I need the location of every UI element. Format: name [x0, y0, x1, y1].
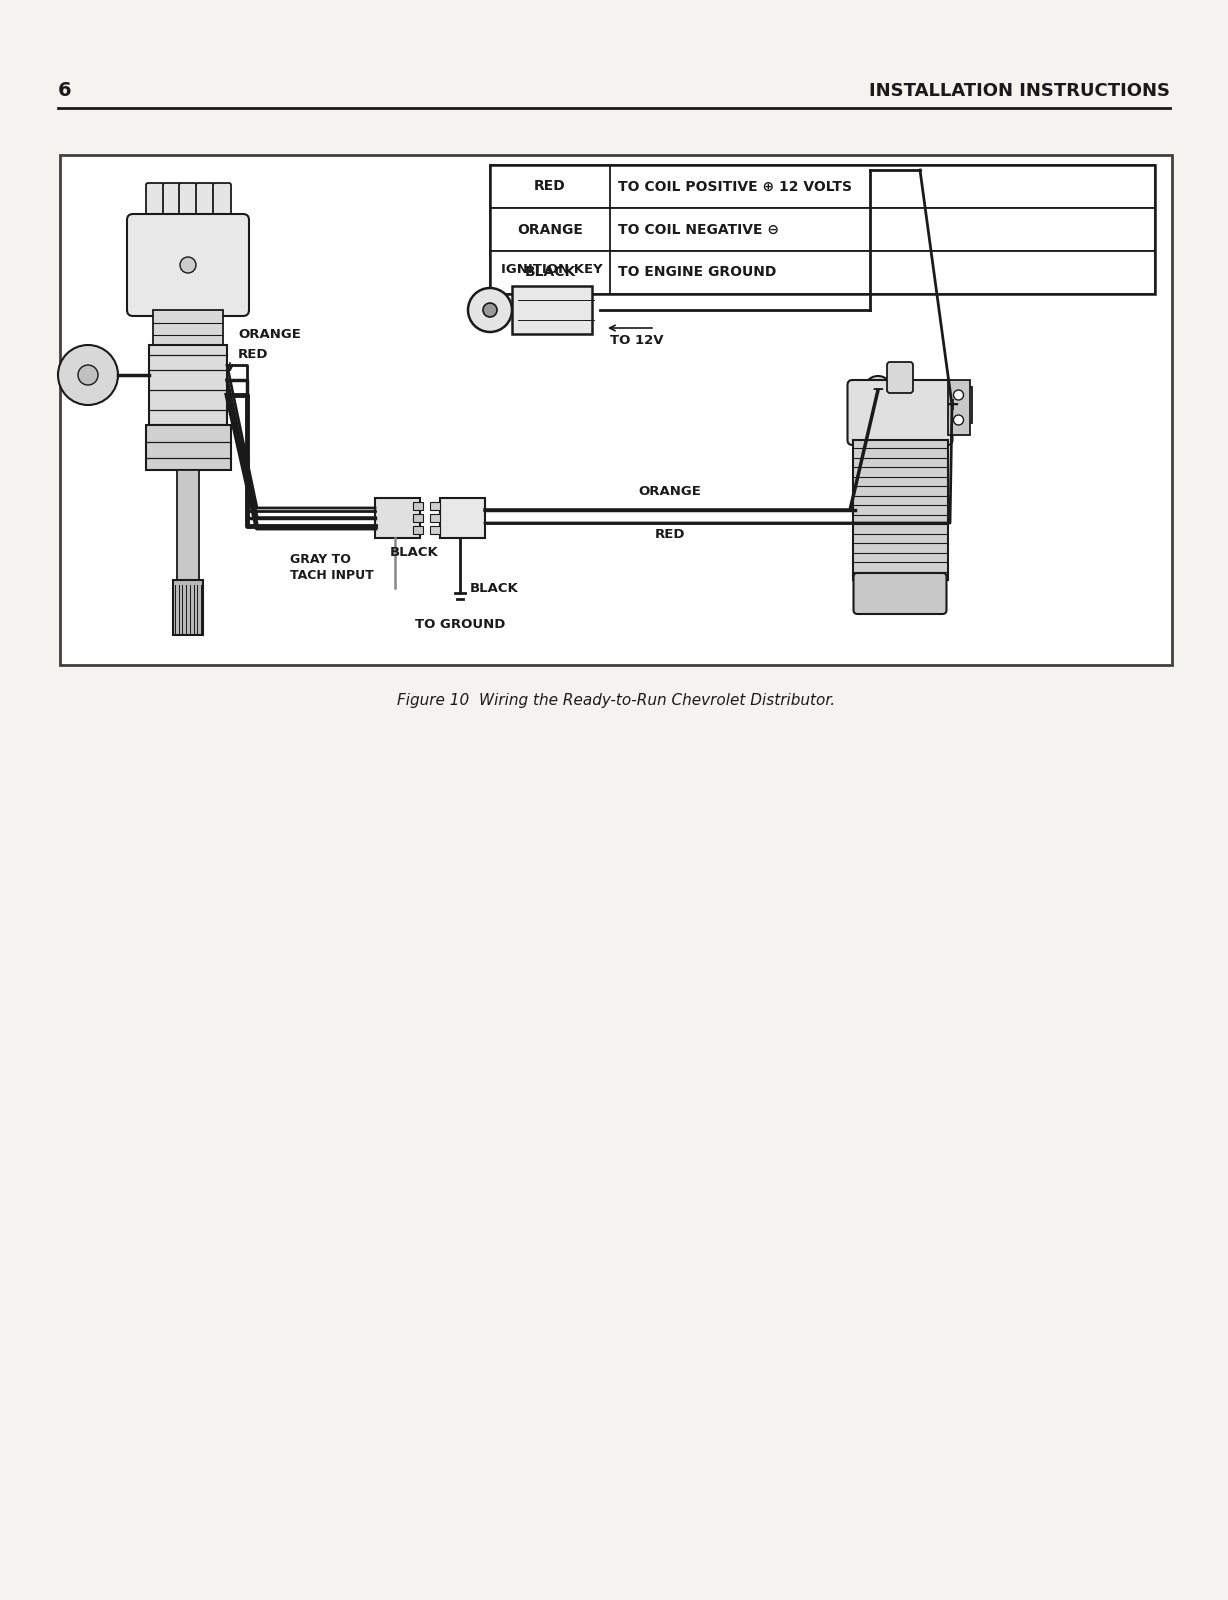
FancyBboxPatch shape [163, 182, 181, 218]
FancyBboxPatch shape [179, 182, 196, 218]
Circle shape [865, 376, 892, 403]
Text: −: − [872, 382, 884, 397]
Bar [413, 514, 422, 522]
Text: INSTALLATION INSTRUCTIONS: INSTALLATION INSTRUCTIONS [869, 82, 1170, 99]
Bar [430, 514, 440, 522]
Text: Figure 10  Wiring the Ready-to-Run Chevrolet Distributor.: Figure 10 Wiring the Ready-to-Run Chevro… [397, 693, 835, 707]
Bar [852, 440, 948, 579]
FancyBboxPatch shape [212, 182, 231, 218]
Bar [948, 379, 969, 435]
Circle shape [953, 390, 964, 400]
Bar [154, 310, 223, 346]
FancyBboxPatch shape [853, 573, 947, 614]
FancyBboxPatch shape [126, 214, 249, 317]
Bar [413, 526, 422, 534]
Text: RED: RED [238, 349, 269, 362]
Text: TO ENGINE GROUND: TO ENGINE GROUND [618, 266, 776, 280]
FancyBboxPatch shape [887, 362, 912, 394]
Text: BLACK: BLACK [470, 581, 518, 595]
Bar [430, 526, 440, 534]
Circle shape [181, 258, 196, 274]
FancyBboxPatch shape [196, 182, 214, 218]
Bar [932, 387, 973, 422]
Circle shape [938, 390, 966, 419]
Text: BLACK: BLACK [391, 546, 438, 558]
Bar [177, 470, 199, 579]
Text: TO COIL POSITIVE ⊕ 12 VOLTS: TO COIL POSITIVE ⊕ 12 VOLTS [618, 179, 852, 194]
Text: TO COIL NEGATIVE ⊖: TO COIL NEGATIVE ⊖ [618, 222, 779, 237]
Bar [490, 208, 1156, 251]
Bar [173, 579, 203, 635]
Text: RED: RED [655, 528, 685, 541]
Bar [149, 346, 227, 426]
Bar [430, 502, 440, 510]
Bar [145, 426, 231, 470]
Text: IGNITION KEY: IGNITION KEY [501, 262, 603, 275]
FancyBboxPatch shape [847, 379, 953, 445]
Text: BLACK: BLACK [524, 266, 576, 280]
Bar [375, 498, 420, 538]
Text: 6: 6 [58, 82, 71, 99]
Circle shape [79, 365, 98, 386]
Text: GRAY TO
TACH INPUT: GRAY TO TACH INPUT [290, 554, 373, 582]
Bar [60, 155, 1172, 666]
Bar [512, 286, 592, 334]
FancyBboxPatch shape [146, 182, 165, 218]
Text: RED: RED [534, 179, 566, 194]
Bar [490, 165, 1156, 294]
Text: ORANGE: ORANGE [517, 222, 583, 237]
Text: TO 12V: TO 12V [610, 333, 663, 347]
Circle shape [483, 302, 497, 317]
Circle shape [58, 346, 118, 405]
Text: ORANGE: ORANGE [639, 485, 701, 498]
Bar [440, 498, 485, 538]
Text: +: + [946, 395, 959, 414]
Bar [490, 165, 1156, 208]
Text: TO GROUND: TO GROUND [415, 618, 506, 630]
Circle shape [953, 414, 964, 426]
Text: ORANGE: ORANGE [238, 328, 301, 341]
Bar [490, 251, 1156, 294]
Circle shape [468, 288, 512, 333]
Bar [413, 502, 422, 510]
